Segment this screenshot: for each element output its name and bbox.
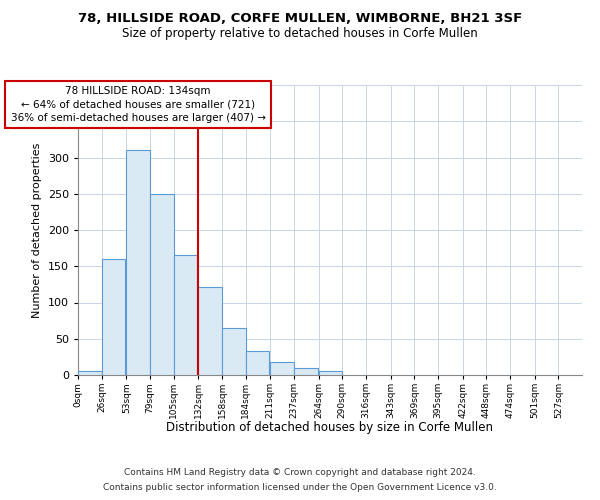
Text: Distribution of detached houses by size in Corfe Mullen: Distribution of detached houses by size … xyxy=(167,421,493,434)
Bar xyxy=(222,328,245,375)
Text: 78, HILLSIDE ROAD, CORFE MULLEN, WIMBORNE, BH21 3SF: 78, HILLSIDE ROAD, CORFE MULLEN, WIMBORN… xyxy=(78,12,522,26)
Text: Contains HM Land Registry data © Crown copyright and database right 2024.: Contains HM Land Registry data © Crown c… xyxy=(124,468,476,477)
Bar xyxy=(127,150,150,375)
Text: 78 HILLSIDE ROAD: 134sqm
← 64% of detached houses are smaller (721)
36% of semi-: 78 HILLSIDE ROAD: 134sqm ← 64% of detach… xyxy=(11,86,266,123)
Bar xyxy=(271,362,294,375)
Y-axis label: Number of detached properties: Number of detached properties xyxy=(32,142,42,318)
Bar xyxy=(294,368,317,375)
Bar xyxy=(199,286,222,375)
Bar xyxy=(245,351,269,375)
Bar xyxy=(173,256,197,375)
Bar xyxy=(150,194,173,375)
Text: Size of property relative to detached houses in Corfe Mullen: Size of property relative to detached ho… xyxy=(122,28,478,40)
Bar xyxy=(101,259,125,375)
Bar xyxy=(319,372,343,375)
Bar xyxy=(78,372,101,375)
Text: Contains public sector information licensed under the Open Government Licence v3: Contains public sector information licen… xyxy=(103,483,497,492)
